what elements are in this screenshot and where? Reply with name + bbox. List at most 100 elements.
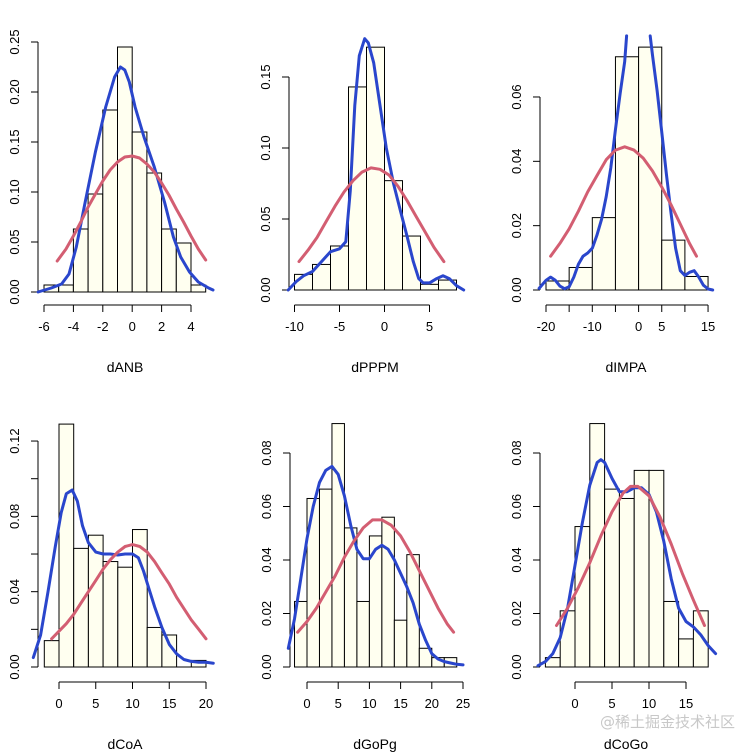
x-tick-label: 15 bbox=[679, 696, 693, 711]
x-tick-label: 5 bbox=[335, 696, 342, 711]
histogram-panel-dANB: 0.00 0.05 0.10 0.15 0.20 0.25 -6 -4 -2 0 2 4 dANB bbox=[7, 29, 215, 375]
x-axis-label: dCoGo bbox=[604, 736, 649, 752]
kde-curve bbox=[286, 37, 466, 292]
normal-curve bbox=[549, 145, 698, 258]
y-tick-label: 0.06 bbox=[509, 84, 524, 109]
kde-curve bbox=[36, 65, 215, 294]
y-tick-label: 0.04 bbox=[509, 547, 524, 572]
x-tick-label: 2 bbox=[158, 319, 165, 334]
x-axis-label: dANB bbox=[107, 359, 144, 375]
histogram-bar bbox=[591, 217, 616, 291]
y-tick-label: 0.02 bbox=[259, 601, 274, 626]
x-tick-label: 5 bbox=[426, 319, 433, 334]
x-tick-label: 15 bbox=[701, 319, 715, 334]
y-tick-label: 0.00 bbox=[509, 277, 524, 302]
histogram-bar bbox=[102, 561, 119, 668]
normal-curve bbox=[50, 543, 208, 641]
histogram-bar bbox=[384, 180, 403, 291]
x-tick-label: 10 bbox=[125, 696, 139, 711]
x-axis-label: dGoPg bbox=[353, 736, 397, 752]
y-tick-label: 0.12 bbox=[7, 428, 22, 453]
x-tick-label: 10 bbox=[642, 696, 656, 711]
x-tick-label: -20 bbox=[537, 319, 556, 334]
histogram-bar bbox=[663, 600, 680, 668]
histogram-bar bbox=[406, 554, 420, 668]
y-tick-label: 0.10 bbox=[258, 135, 273, 160]
x-tick-label: 20 bbox=[199, 696, 213, 711]
x-tick-label: 10 bbox=[362, 696, 376, 711]
histogram-bar bbox=[420, 283, 439, 291]
y-tick-label: 0.10 bbox=[7, 179, 22, 204]
x-tick-label: 25 bbox=[456, 696, 470, 711]
histogram-bar bbox=[102, 109, 119, 293]
normal-curve bbox=[297, 166, 446, 264]
histogram-bar bbox=[393, 619, 408, 668]
x-axis-label: dPPPM bbox=[351, 359, 398, 375]
x-tick-label: 0 bbox=[303, 696, 310, 711]
y-tick-label: 0.04 bbox=[259, 547, 274, 572]
y-tick-label: 0.06 bbox=[509, 494, 524, 519]
normal-curve bbox=[296, 518, 456, 634]
y-tick-label: 0.08 bbox=[259, 440, 274, 465]
x-tick-label: -10 bbox=[583, 319, 602, 334]
x-tick-label: 5 bbox=[658, 319, 665, 334]
histogram-bar bbox=[87, 193, 104, 293]
x-tick-label: -6 bbox=[38, 319, 50, 334]
histogram-panel-dCoA: 0.00 0.04 0.08 0.12 0 5 10 15 20 dCoA bbox=[7, 423, 215, 752]
y-tick-label: 0.08 bbox=[7, 504, 22, 529]
x-tick-label: -2 bbox=[97, 319, 109, 334]
kde-curve bbox=[537, 34, 629, 291]
y-tick-label: 0.05 bbox=[258, 206, 273, 231]
x-tick-label: 4 bbox=[187, 319, 194, 334]
histogram-bar bbox=[618, 497, 635, 668]
kde-curve bbox=[286, 464, 465, 667]
x-tick-label: 15 bbox=[162, 696, 176, 711]
x-tick-label: 15 bbox=[393, 696, 407, 711]
y-tick-label: 0.04 bbox=[7, 579, 22, 604]
histogram-bar bbox=[678, 638, 694, 668]
histogram-bar bbox=[117, 566, 134, 668]
y-tick-label: 0.15 bbox=[258, 64, 273, 89]
kde-curve bbox=[31, 488, 215, 665]
watermark-text: @稀土掘金技术社区 bbox=[600, 713, 736, 731]
histogram-panel-dGoPg: 0.00 0.02 0.04 0.06 0.08 0 5 10 15 20 25 dGoPg bbox=[259, 423, 470, 752]
x-tick-label: 5 bbox=[92, 696, 99, 711]
kde-curve bbox=[648, 34, 715, 292]
histogram-bar bbox=[58, 284, 74, 293]
x-tick-label: 0 bbox=[381, 319, 388, 334]
histogram-bar bbox=[318, 488, 333, 668]
histogram-bar bbox=[356, 600, 370, 668]
histogram-bar bbox=[381, 516, 395, 668]
histogram-bar bbox=[146, 626, 163, 668]
x-tick-label: 0 bbox=[129, 319, 136, 334]
y-tick-label: 0.02 bbox=[509, 601, 524, 626]
histogram-panel-dCoGo: 0.00 0.02 0.04 0.06 0.08 0 5 10 15 dCoGo bbox=[509, 423, 718, 752]
histogram-bar bbox=[43, 640, 60, 668]
histogram-bar bbox=[146, 172, 163, 293]
x-tick-label: 5 bbox=[608, 696, 615, 711]
histogram-panel-dIMPA: 0.00 0.02 0.04 0.06 -20 -10 0 5 15 dIMPA bbox=[509, 34, 715, 375]
y-tick-label: 0.02 bbox=[509, 213, 524, 238]
x-tick-label: -10 bbox=[285, 319, 304, 334]
histogram-bar bbox=[559, 610, 576, 668]
y-tick-label: 0.15 bbox=[7, 129, 22, 154]
x-tick-label: -5 bbox=[334, 319, 346, 334]
normal-curve bbox=[55, 154, 208, 263]
y-tick-label: 0.05 bbox=[7, 229, 22, 254]
histogram-bar bbox=[604, 488, 620, 668]
x-tick-label: 20 bbox=[425, 696, 439, 711]
x-tick-label: 0 bbox=[571, 696, 578, 711]
y-tick-label: 0.04 bbox=[509, 149, 524, 174]
x-tick-label: -4 bbox=[68, 319, 80, 334]
y-tick-label: 0.20 bbox=[7, 79, 22, 104]
y-tick-label: 0.00 bbox=[7, 654, 22, 679]
x-axis-label: dIMPA bbox=[606, 359, 648, 375]
histogram-bar bbox=[73, 547, 89, 668]
y-tick-label: 0.08 bbox=[509, 440, 524, 465]
x-tick-label: 0 bbox=[55, 696, 62, 711]
histogram-bar bbox=[402, 235, 421, 291]
histogram-bar bbox=[72, 228, 89, 293]
y-tick-label: 0.00 bbox=[258, 277, 273, 302]
y-tick-label: 0.00 bbox=[7, 279, 22, 304]
histogram-bar bbox=[330, 245, 349, 291]
